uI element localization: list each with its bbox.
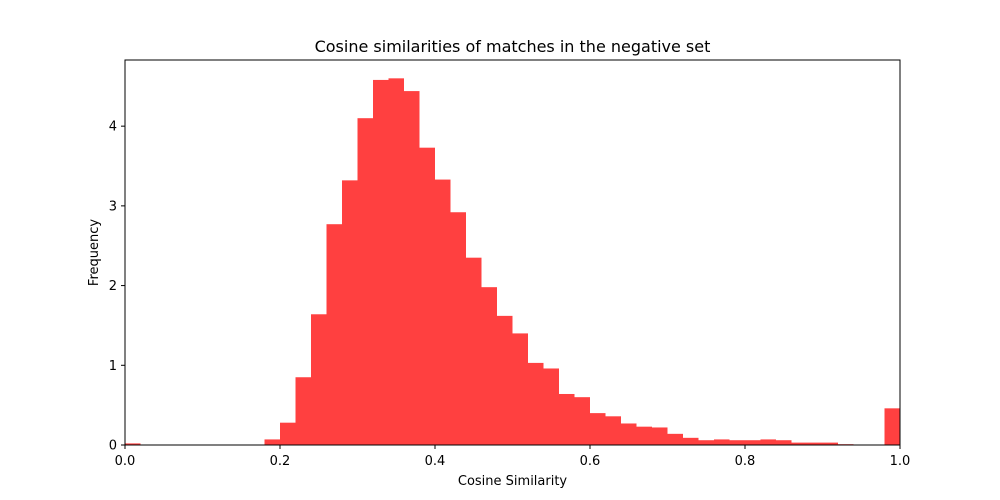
histogram-bar	[714, 439, 730, 445]
x-tick-label: 0.8	[735, 454, 756, 469]
histogram-bar	[543, 368, 559, 445]
histogram-bar	[435, 179, 451, 445]
histogram-bar	[776, 440, 792, 445]
y-tick-label: 1	[109, 359, 117, 374]
histogram-bar	[450, 212, 466, 445]
histogram-bar	[683, 437, 699, 445]
histogram-bar	[419, 147, 435, 445]
histogram-bar	[388, 78, 404, 445]
x-tick-label: 0.4	[425, 454, 446, 469]
x-tick-label: 0.2	[270, 454, 291, 469]
x-tick-label: 0.6	[580, 454, 601, 469]
histogram-bar	[621, 423, 637, 445]
y-tick-label: 4	[109, 120, 117, 135]
histogram-bar	[481, 287, 497, 445]
histogram-bar	[404, 91, 420, 445]
histogram-bar	[590, 413, 606, 445]
histogram-bar	[652, 427, 668, 445]
y-tick-label: 3	[109, 199, 117, 214]
histogram-bar	[807, 442, 823, 445]
histogram-bar	[125, 443, 141, 445]
plot-frame	[124, 59, 901, 446]
y-axis-label: Frequency	[87, 219, 102, 286]
histogram-bar	[745, 440, 761, 445]
chart-title: Cosine similarities of matches in the ne…	[315, 37, 711, 56]
histogram-bar	[791, 442, 807, 445]
y-axis-ticks: 0 1 2 3 4	[109, 120, 125, 454]
histogram-bar	[264, 439, 280, 445]
histogram-bar	[884, 408, 900, 445]
histogram-bar	[667, 433, 683, 445]
histogram-bar	[698, 440, 714, 445]
histogram-bar	[636, 426, 652, 445]
histogram-bar	[574, 397, 590, 445]
histogram-bar	[357, 118, 373, 445]
y-tick-label: 0	[109, 439, 117, 454]
x-axis-label: Cosine Similarity	[458, 474, 568, 489]
y-tick-label: 2	[109, 279, 117, 294]
x-tick-label: 0.0	[115, 454, 136, 469]
x-tick-label: 1.0	[890, 454, 911, 469]
histogram-bar	[512, 333, 528, 445]
histogram-bar	[559, 393, 575, 445]
histogram-bar	[342, 180, 358, 446]
histogram-bar	[497, 315, 513, 445]
histogram-bar	[822, 442, 838, 445]
bars-group	[125, 78, 900, 446]
histogram-bar	[605, 416, 621, 445]
histogram-bar	[326, 224, 342, 445]
histogram-bar	[311, 314, 327, 445]
histogram-bar	[760, 439, 776, 445]
histogram-bar	[729, 440, 745, 445]
histogram-bar	[528, 362, 544, 445]
histogram-bar	[295, 377, 311, 445]
histogram-bar	[280, 422, 296, 445]
histogram-bar	[466, 257, 482, 445]
x-axis-ticks: 0.0 0.2 0.4 0.6 0.8 1.0	[115, 445, 911, 469]
histogram-bar	[373, 79, 389, 445]
